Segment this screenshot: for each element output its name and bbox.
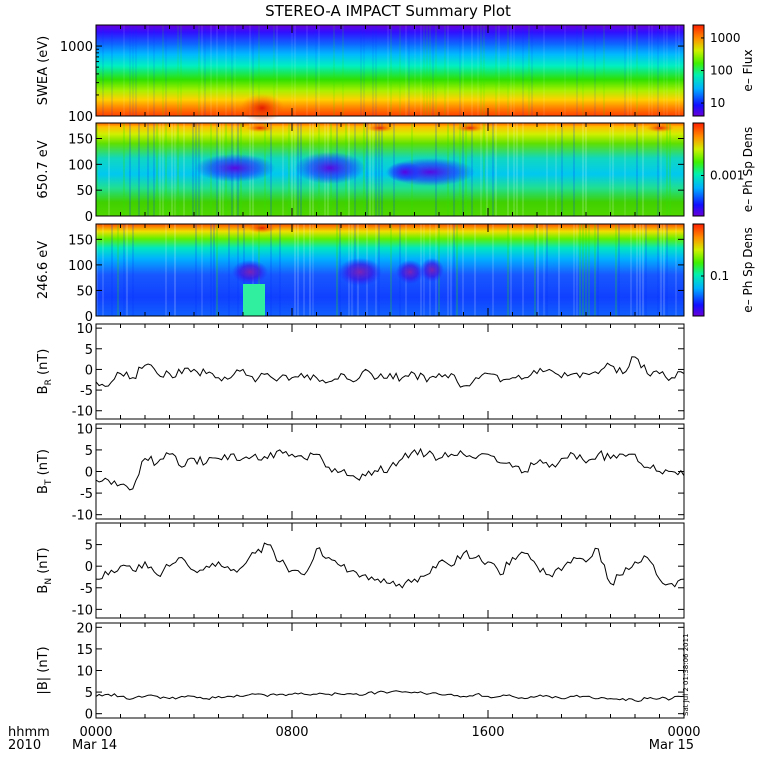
pad246-gap-block — [243, 284, 265, 316]
pad650-depletion-1 — [295, 152, 365, 184]
x-tick-label: 0800 — [275, 725, 308, 740]
y-tick-label: 0 — [85, 363, 93, 378]
panel-pad246: 0.1 e– Ph Sp Dens 0 50 100 150 246.6 eV — [36, 223, 755, 325]
y-axis-label-pad246: 246.6 eV — [36, 241, 51, 299]
y-axis-label-pad650: 650.7 eV — [36, 140, 51, 198]
y-tick-label: 50 — [76, 184, 93, 199]
x-tick-label: 0000 — [79, 725, 112, 740]
figure-title: STEREO-A IMPACT Summary Plot — [265, 2, 511, 20]
colorbar-title-pad650: e– Ph Sp Dens — [741, 127, 755, 212]
generation-stamp: Sat Jul 2 01:38:06 2011 — [682, 633, 690, 716]
pad246-depletion-1 — [396, 260, 424, 284]
pad650-strahl-0 — [246, 124, 274, 132]
y-tick-label: 0 — [85, 310, 93, 325]
colorbar-pad650 — [692, 122, 705, 217]
y-tick-label: -5 — [80, 384, 93, 399]
y-tick-label: -5 — [80, 487, 93, 502]
pad650-strahl-2 — [456, 124, 484, 132]
y-tick-label: -10 — [72, 405, 93, 420]
x-tick-label: 1600 — [471, 725, 504, 740]
year-label: 2010 — [8, 738, 41, 753]
panel-frame-bt — [95, 423, 685, 520]
y-tick-label: -5 — [80, 582, 93, 597]
spectrogram-pad246 — [96, 224, 684, 316]
panel-bt: -10 -5 0 5 10 BT (nT) — [36, 422, 685, 524]
y-tick-label: 150 — [68, 233, 93, 248]
y-tick-label: 100 — [68, 259, 93, 274]
series-line-bt — [95, 447, 685, 491]
panel-bn: -10 -5 0 5 BN (nT) — [36, 522, 685, 619]
panel-br: -10 -5 0 5 10 BR (nT) — [36, 322, 685, 420]
panel-frame-br — [95, 323, 685, 420]
y-axis-label-bmag: |B| (nT) — [36, 646, 51, 694]
y-axis-label-swea: SWEA (eV) — [36, 36, 51, 105]
y-tick-label: 0 — [85, 708, 93, 723]
y-tick-label: 15 — [76, 643, 93, 658]
y-tick-label: 20 — [76, 621, 93, 636]
y-tick-label: 0 — [85, 466, 93, 481]
y-tick-label: 0 — [85, 210, 93, 225]
colorbar-tick-label: 100 — [710, 64, 733, 78]
y-axis-label-bt: BT (nT) — [36, 449, 54, 494]
y-tick-label: 1000 — [60, 40, 93, 55]
colorbar-tick-label: 0.1 — [710, 269, 729, 283]
hhmm-label: hhmm — [8, 725, 50, 740]
y-axis-label-bn: BN (nT) — [36, 547, 54, 593]
colorbar-pad246 — [692, 223, 705, 317]
y-tick-label: 5 — [85, 686, 93, 701]
pad246-depletion-2 — [420, 258, 444, 282]
panel-frame-bmag — [95, 622, 685, 719]
pad246-depletion-0 — [338, 258, 382, 286]
y-tick-label: 100 — [68, 110, 93, 125]
y-tick-label: 100 — [68, 158, 93, 173]
colorbar-tick-label: 1000 — [710, 31, 741, 45]
colorbar-title-swea: e– Flux — [741, 49, 755, 91]
colorbar-title-pad246: e– Ph Sp Dens — [741, 227, 755, 312]
pad650-strahl-1 — [366, 124, 394, 132]
series-line-br — [95, 356, 685, 388]
start-date-label: Mar 14 — [72, 738, 117, 753]
colorbar-tick-label: 0.001 — [710, 169, 744, 183]
pad650-strahl-3 — [646, 124, 674, 132]
pad246-depletion-3 — [232, 260, 268, 284]
panel-bmag: 0 5 10 15 20 |B| (nT) — [36, 621, 685, 723]
pad246-strahl — [248, 223, 276, 233]
x-tick-label: 0000 — [667, 725, 700, 740]
y-tick-label: -10 — [72, 603, 93, 618]
pad650-depletion-0 — [195, 154, 275, 182]
y-axis-label-br: BR (nT) — [36, 349, 54, 395]
y-tick-label: 10 — [76, 665, 93, 680]
y-tick-label: 10 — [76, 422, 93, 437]
end-date-label: Mar 15 — [649, 738, 694, 753]
colorbar-tick-label: 10 — [710, 96, 725, 110]
panel-frame-bn — [95, 522, 685, 619]
y-tick-label: 10 — [76, 322, 93, 337]
spectrogram-swea — [96, 25, 684, 116]
swea-enhancement — [240, 94, 284, 122]
y-tick-label: 0 — [85, 560, 93, 575]
pad650-depletion-3 — [387, 162, 423, 182]
y-tick-label: 5 — [85, 539, 93, 554]
series-line-bn — [95, 542, 685, 589]
series-line-bmag — [95, 690, 685, 703]
y-tick-label: 5 — [85, 343, 93, 358]
y-tick-label: 150 — [68, 133, 93, 148]
y-tick-label: -10 — [72, 509, 93, 524]
y-tick-label: 50 — [76, 284, 93, 299]
streak-texture-swea — [102, 25, 680, 116]
y-tick-label: 5 — [85, 444, 93, 459]
